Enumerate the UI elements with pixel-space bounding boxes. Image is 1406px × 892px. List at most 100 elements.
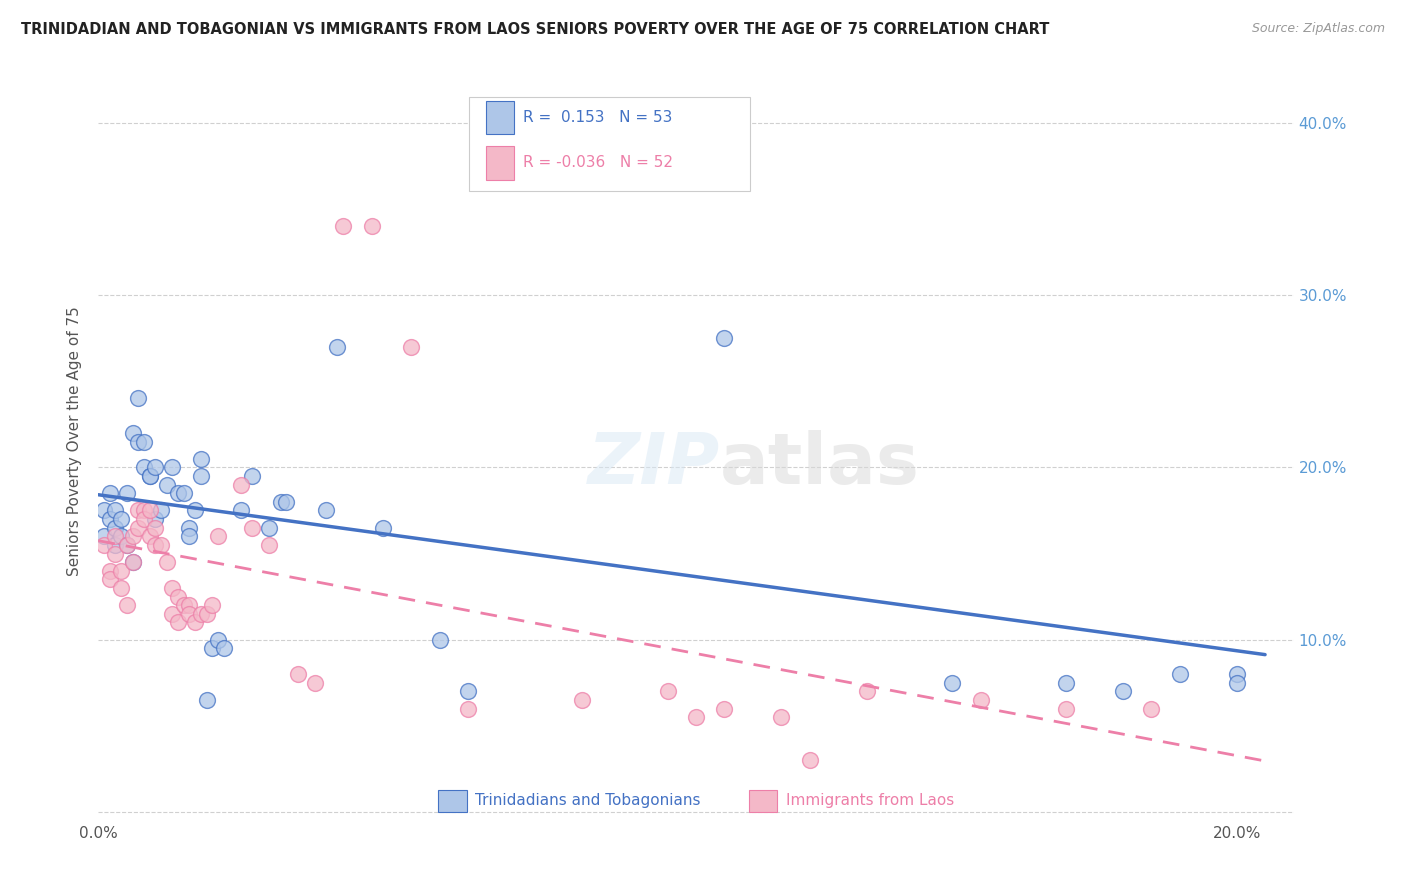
Text: R = -0.036   N = 52: R = -0.036 N = 52 <box>523 155 672 170</box>
Point <box>257 538 280 552</box>
Point <box>179 529 201 543</box>
Point <box>855 684 877 698</box>
Text: Source: ZipAtlas.com: Source: ZipAtlas.com <box>1251 22 1385 36</box>
Point <box>173 486 195 500</box>
Point <box>195 607 218 621</box>
Point <box>98 564 121 578</box>
Point <box>121 529 143 543</box>
Point <box>156 555 179 569</box>
Point <box>162 460 184 475</box>
Point <box>138 469 160 483</box>
Point <box>110 564 132 578</box>
Point <box>1112 684 1135 698</box>
Point <box>543 124 565 138</box>
Point <box>713 701 735 715</box>
Text: R =  0.153   N = 53: R = 0.153 N = 53 <box>523 110 672 125</box>
Point <box>184 615 207 630</box>
Point <box>429 632 451 647</box>
Point <box>457 701 479 715</box>
Text: TRINIDADIAN AND TOBAGONIAN VS IMMIGRANTS FROM LAOS SENIORS POVERTY OVER THE AGE : TRINIDADIAN AND TOBAGONIAN VS IMMIGRANTS… <box>21 22 1049 37</box>
Point <box>360 219 382 234</box>
Point <box>98 512 121 526</box>
Point <box>457 684 479 698</box>
Point <box>121 425 143 440</box>
Point <box>93 503 115 517</box>
Point <box>167 590 190 604</box>
Y-axis label: Seniors Poverty Over the Age of 75: Seniors Poverty Over the Age of 75 <box>67 307 83 576</box>
Point <box>121 555 143 569</box>
Point <box>150 503 173 517</box>
Point <box>104 547 127 561</box>
Text: Immigrants from Laos: Immigrants from Laos <box>786 793 953 808</box>
Text: atlas: atlas <box>720 430 920 499</box>
Point <box>138 529 160 543</box>
Point <box>207 632 229 647</box>
Point <box>179 521 201 535</box>
Point <box>190 607 212 621</box>
Point <box>167 615 190 630</box>
Point <box>143 512 166 526</box>
Point <box>132 434 155 449</box>
Point <box>240 469 263 483</box>
Point <box>93 529 115 543</box>
Point <box>969 693 991 707</box>
Point <box>799 753 821 767</box>
Point <box>115 599 138 613</box>
Point <box>1168 667 1191 681</box>
Point <box>201 641 224 656</box>
FancyBboxPatch shape <box>470 96 749 191</box>
Point <box>401 340 423 354</box>
Point <box>207 529 229 543</box>
Point <box>127 392 149 406</box>
Point <box>104 521 127 535</box>
FancyBboxPatch shape <box>485 146 515 179</box>
Point <box>127 503 149 517</box>
Point <box>138 469 160 483</box>
Point <box>98 486 121 500</box>
Point <box>240 521 263 535</box>
Point <box>184 503 207 517</box>
Point <box>110 512 132 526</box>
Point <box>167 486 190 500</box>
Point <box>190 451 212 466</box>
Point <box>229 503 252 517</box>
Point <box>770 710 793 724</box>
Point <box>332 219 354 234</box>
Point <box>371 521 394 535</box>
Point <box>713 331 735 345</box>
Point <box>162 581 184 595</box>
Point <box>190 469 212 483</box>
Point <box>150 538 173 552</box>
Point <box>110 581 132 595</box>
Point <box>115 486 138 500</box>
FancyBboxPatch shape <box>748 789 778 813</box>
Text: ZIP: ZIP <box>588 430 720 499</box>
Point <box>270 495 292 509</box>
FancyBboxPatch shape <box>485 101 515 134</box>
Point <box>110 529 132 543</box>
Point <box>173 599 195 613</box>
Point <box>115 538 138 552</box>
Point <box>143 460 166 475</box>
Point <box>287 667 309 681</box>
FancyBboxPatch shape <box>437 789 467 813</box>
Point <box>1140 701 1163 715</box>
Point <box>121 555 143 569</box>
Point <box>257 521 280 535</box>
Point <box>127 521 149 535</box>
Point <box>132 512 155 526</box>
Point <box>93 538 115 552</box>
Point <box>276 495 298 509</box>
Point <box>132 503 155 517</box>
Point <box>201 599 224 613</box>
Point <box>315 503 337 517</box>
Point <box>195 693 218 707</box>
Point <box>304 675 326 690</box>
Text: Trinidadians and Tobagonians: Trinidadians and Tobagonians <box>475 793 700 808</box>
Point <box>162 607 184 621</box>
Point <box>143 538 166 552</box>
Point <box>104 529 127 543</box>
Point <box>685 710 707 724</box>
Point <box>571 693 593 707</box>
Point <box>1226 667 1249 681</box>
